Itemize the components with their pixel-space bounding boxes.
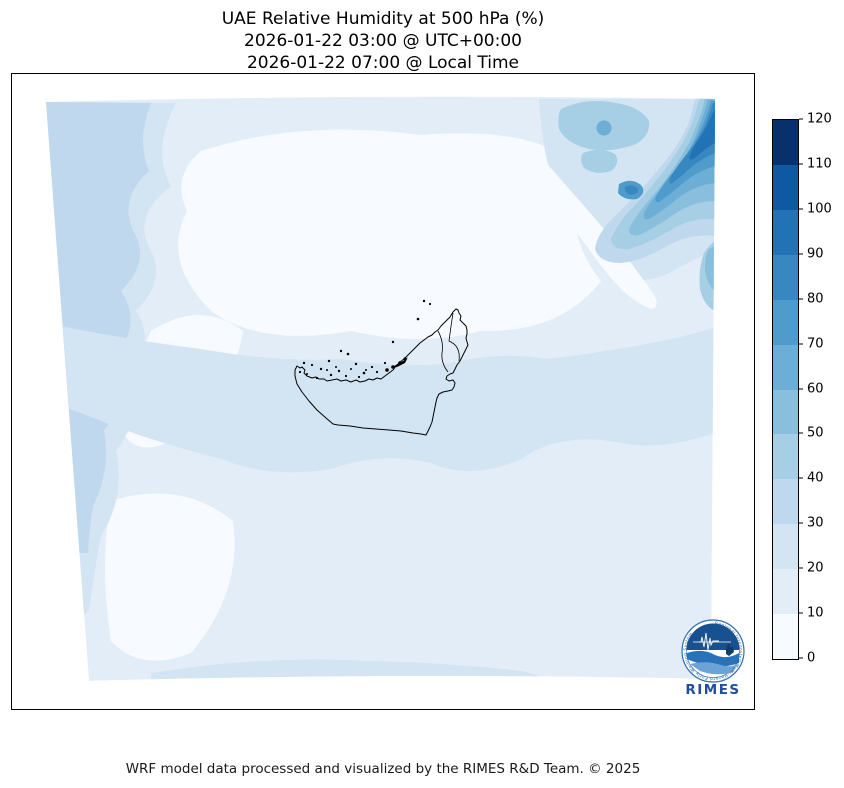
colorbar-tick xyxy=(799,388,803,389)
colorbar-segment xyxy=(773,119,798,165)
contour-region xyxy=(629,99,715,236)
colorbar-tick-label: 120 xyxy=(807,111,832,127)
uae-outline xyxy=(294,308,469,436)
chart-subtitle-local: 2026-01-22 07:00 @ Local Time xyxy=(246,53,520,73)
contour-map: Regional Integrated Multi-Hazard Early W… xyxy=(46,96,745,698)
colorbar-tick-label: 50 xyxy=(807,425,824,441)
contour-fill-layers xyxy=(46,96,715,682)
map-axes: Regional Integrated Multi-Hazard Early W… xyxy=(11,73,755,710)
colorbar-tick xyxy=(799,298,803,300)
colorbar-tick xyxy=(799,253,803,255)
colorbar-tick xyxy=(799,612,803,614)
colorbar-tick xyxy=(799,567,803,569)
contour-region xyxy=(669,103,715,184)
colorbar-segment xyxy=(773,524,798,570)
colorbar-tick-label: 80 xyxy=(807,291,824,307)
colorbar-tick-label: 10 xyxy=(807,605,824,621)
contour-region xyxy=(46,323,715,681)
colorbar-segment xyxy=(773,434,798,480)
colorbar-tick xyxy=(799,477,803,479)
uae-islands xyxy=(298,299,432,380)
colorbar-segment xyxy=(773,164,798,210)
colorbar xyxy=(772,119,799,660)
colorbar-tick-label: 110 xyxy=(807,156,832,172)
colorbar-tick-label: 40 xyxy=(807,470,824,486)
footer-credit: WRF model data processed and visualized … xyxy=(125,761,641,777)
contour-region xyxy=(655,101,715,203)
colorbar-tick xyxy=(799,208,803,210)
colorbar-tick xyxy=(799,432,803,434)
colorbar-segment xyxy=(773,299,798,345)
colorbar-tick-label: 30 xyxy=(807,515,824,531)
colorbar-tick-label: 20 xyxy=(807,560,824,576)
contour-region xyxy=(689,109,715,160)
colorbar-tick-label: 100 xyxy=(807,201,832,217)
contour-region xyxy=(611,98,715,250)
contour-region xyxy=(705,246,715,291)
colorbar-segment xyxy=(773,568,798,615)
colorbar-tick xyxy=(799,522,803,524)
colorbar-segment xyxy=(773,254,798,300)
colorbar-tick-label: 60 xyxy=(807,381,824,396)
contour-region xyxy=(596,120,612,136)
colorbar-segment xyxy=(773,344,798,390)
colorbar-segment xyxy=(773,209,798,255)
colorbar-tick xyxy=(799,163,803,165)
colorbar-gradient xyxy=(773,119,798,659)
chart-title: UAE Relative Humidity at 500 hPa (%) xyxy=(221,9,545,29)
logo-wordmark: RIMES xyxy=(685,682,740,698)
colorbar-tick xyxy=(799,118,803,120)
colorbar-tick xyxy=(799,657,803,659)
contour-region xyxy=(624,185,639,195)
colorbar-tick-label: 70 xyxy=(807,336,824,352)
colorbar-tick xyxy=(799,343,803,345)
contour-region xyxy=(46,102,151,553)
colorbar-segment xyxy=(773,613,798,659)
colorbar-segment xyxy=(773,479,798,525)
title-block: UAE Relative Humidity at 500 hPa (%) 202… xyxy=(11,8,755,74)
colorbar-tick-label: 90 xyxy=(807,246,824,262)
logo-emblem xyxy=(686,623,740,675)
contour-region xyxy=(558,101,650,173)
contour-region xyxy=(105,129,601,661)
colorbar-tick-label: 0 xyxy=(807,650,816,666)
colorbar-segment xyxy=(773,389,798,435)
chart-subtitle-utc: 2026-01-22 03:00 @ UTC+00:00 xyxy=(244,31,522,51)
rimes-logo: Regional Integrated Multi-Hazard Early W… xyxy=(681,619,745,698)
